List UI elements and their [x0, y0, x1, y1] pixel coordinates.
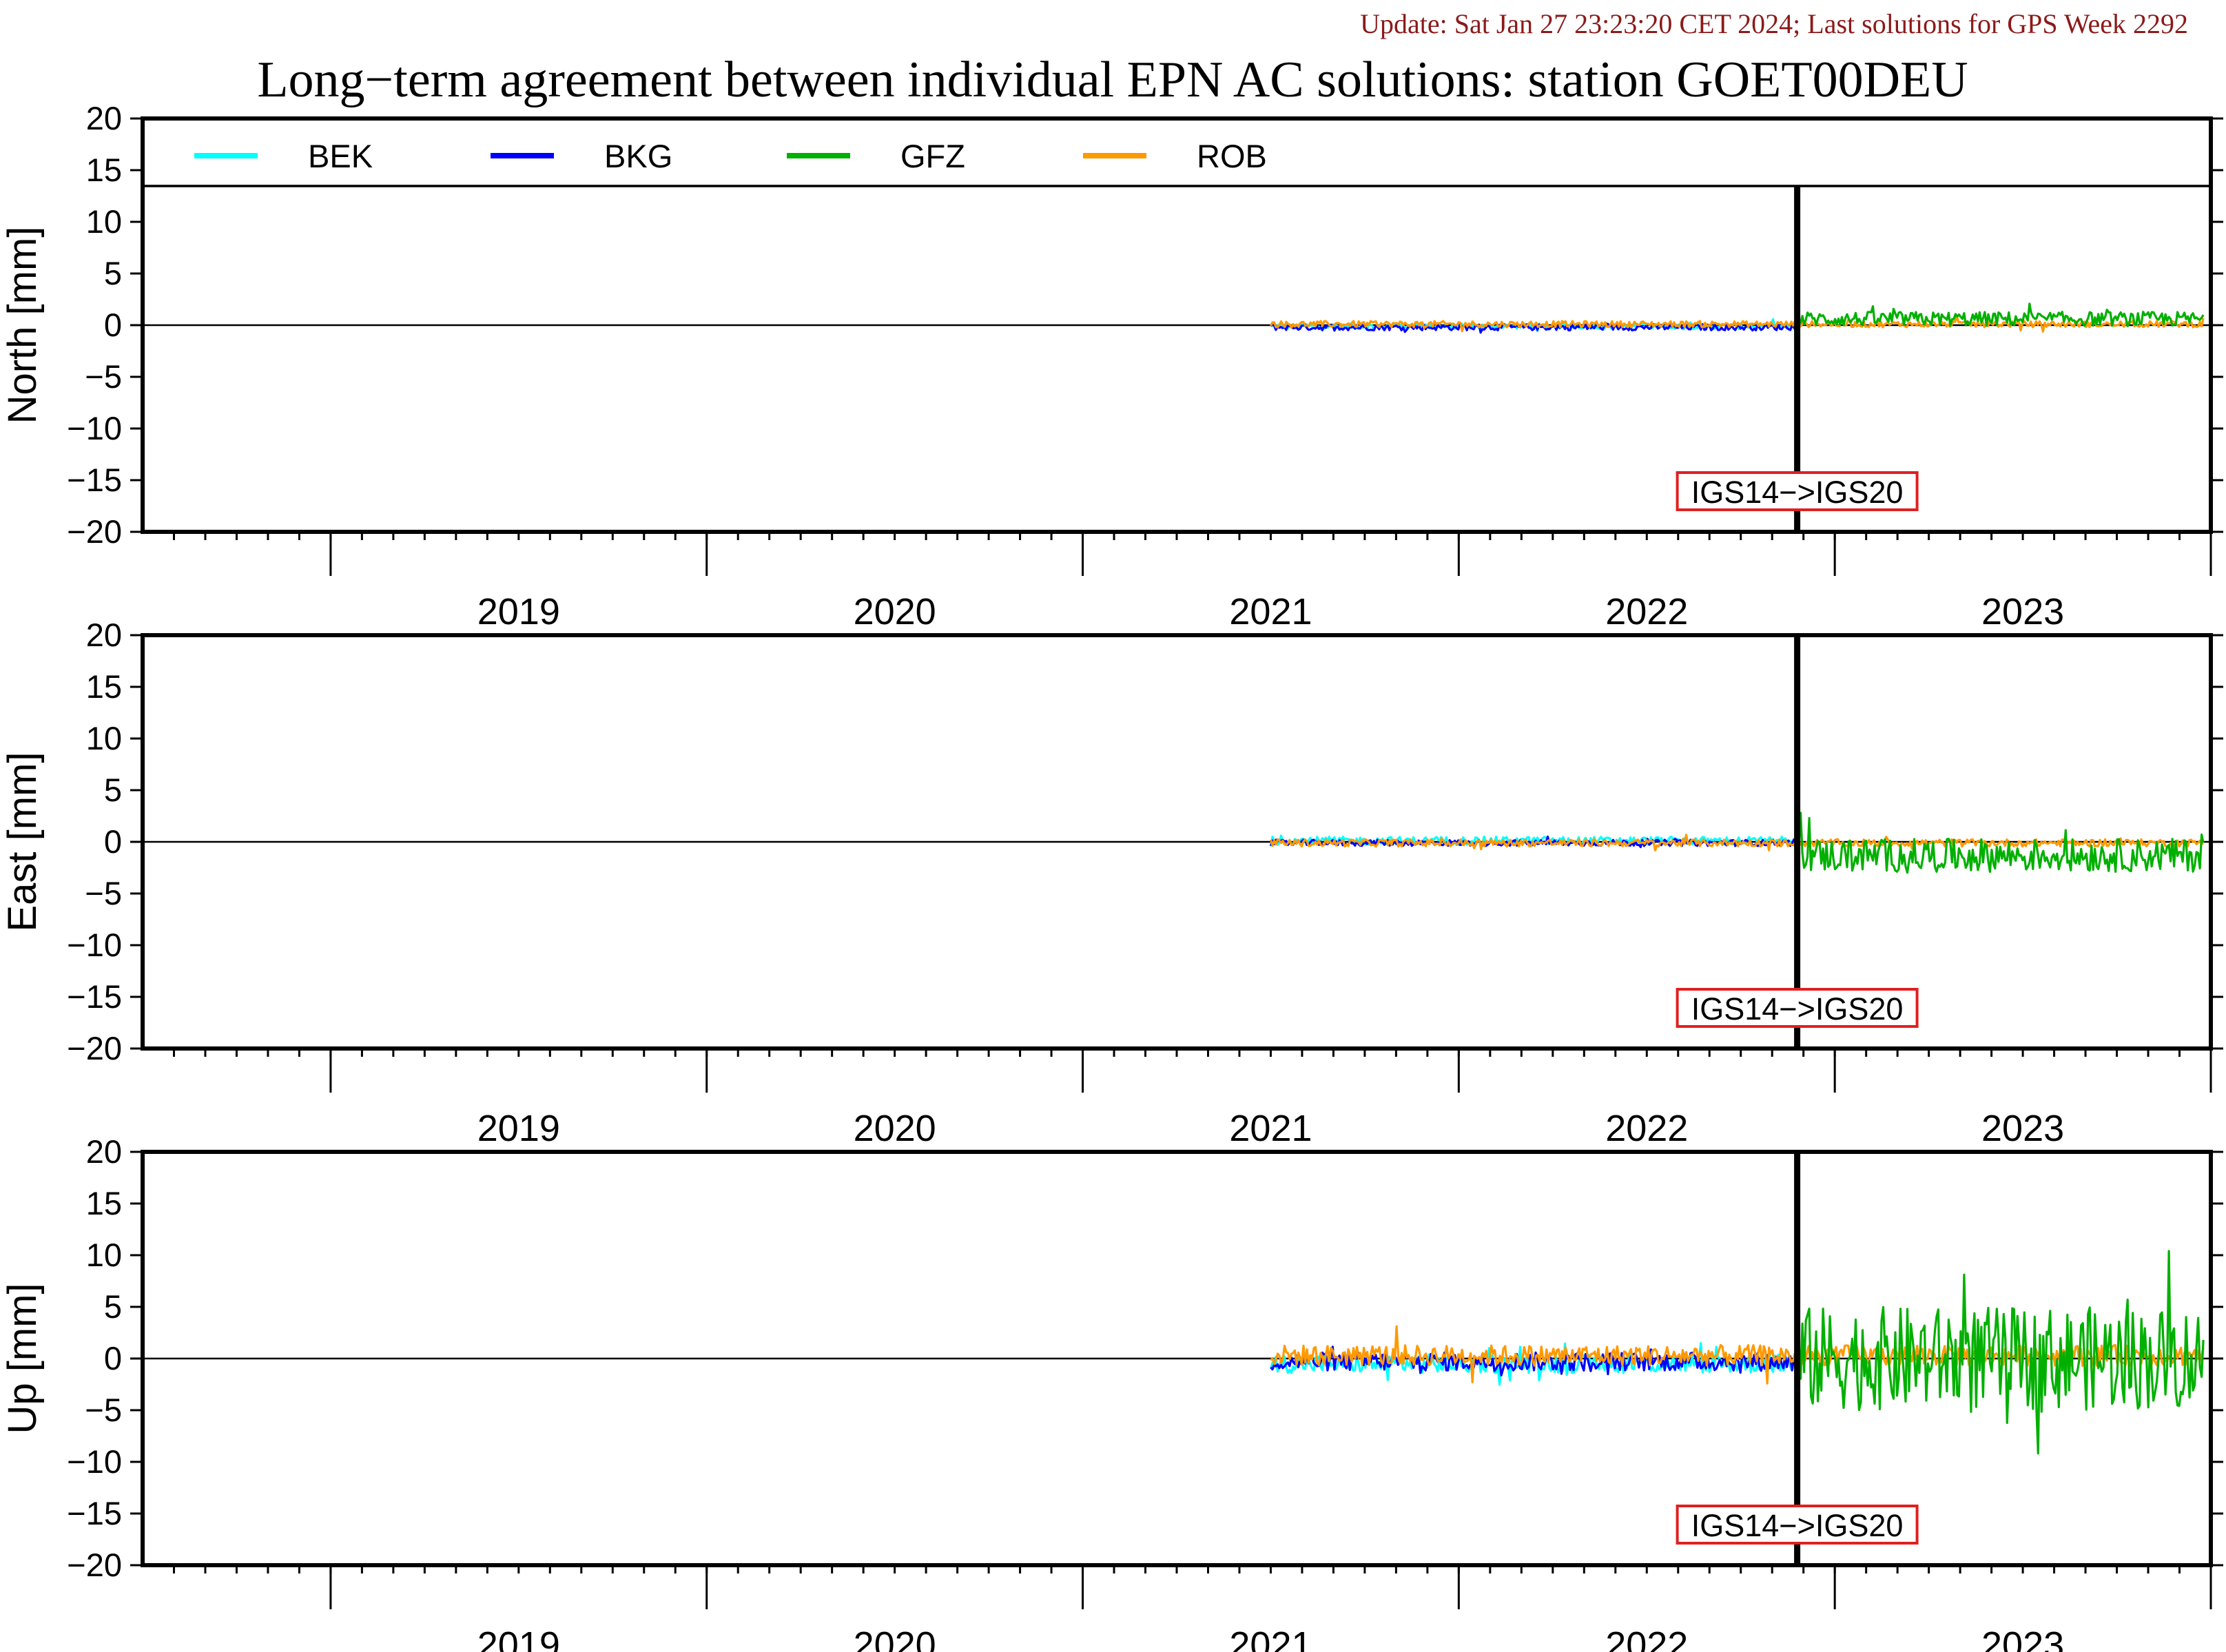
- series-line-gfz: [1796, 302, 2205, 327]
- x-year-label: 2022: [1605, 1108, 1688, 1149]
- y-tick-label: 20: [86, 1133, 122, 1170]
- y-tick-label: 20: [86, 617, 122, 653]
- y-tick-label: −5: [85, 1392, 122, 1428]
- x-year-label: 2020: [854, 1624, 936, 1652]
- y-tick-label: −10: [67, 1443, 122, 1480]
- x-year-label: 2023: [1981, 591, 2064, 632]
- legend-label-gfz: GFZ: [900, 138, 965, 174]
- y-tick-label: −20: [67, 513, 122, 550]
- y-tick-label: 5: [104, 1288, 122, 1325]
- y-tick-label: 10: [86, 203, 122, 240]
- panel-2: 20 15 10 5 0 −5 −10 −15 −20 East [mm] IGS14−>IGS20…: [0, 617, 2223, 1149]
- series-line-rob: [1270, 1325, 2205, 1385]
- x-year-label: 2019: [477, 1624, 560, 1652]
- series-line-rob: [1269, 834, 2204, 851]
- x-year-label: 2020: [854, 591, 936, 632]
- y-tick-label: 0: [104, 823, 122, 860]
- y-tick-label: −15: [67, 978, 122, 1015]
- x-year-label: 2019: [477, 1108, 560, 1149]
- x-year-label: 2022: [1605, 1624, 1688, 1652]
- x-year-label: 2023: [1981, 1108, 2064, 1149]
- legend-label-bek: BEK: [308, 138, 373, 174]
- x-year-label: 2022: [1605, 591, 1688, 632]
- y-tick-label: −20: [67, 1547, 122, 1583]
- y-tick-label: 10: [86, 720, 122, 756]
- x-year-label: 2021: [1229, 1108, 1312, 1149]
- frame-change-box: [1676, 1505, 1919, 1545]
- update-timestamp: Update: Sat Jan 27 23:23:20 CET 2024; La…: [1360, 8, 2188, 39]
- y-tick-label: −15: [67, 1495, 122, 1531]
- chart-title: Long−term agreement between individual E…: [257, 52, 1968, 108]
- series-line-rob: [1270, 315, 2205, 333]
- frame-change-box: [1676, 471, 1919, 511]
- y-tick-label: −15: [67, 462, 122, 498]
- series-line-gfz: [1796, 1250, 2205, 1455]
- legend-label-rob: ROB: [1197, 138, 1267, 174]
- y-axis-label: North [mm]: [0, 227, 45, 424]
- y-axis-label: East [mm]: [0, 752, 45, 931]
- y-tick-label: 15: [86, 668, 122, 705]
- y-tick-label: 0: [104, 1340, 122, 1376]
- y-tick-label: −20: [67, 1030, 122, 1066]
- x-year-label: 2023: [1981, 1624, 2064, 1652]
- y-tick-label: 5: [104, 772, 122, 808]
- x-year-label: 2021: [1229, 1624, 1312, 1652]
- frame-change-label: IGS14−>IGS20: [1691, 475, 1904, 510]
- x-year-label: 2020: [854, 1108, 936, 1149]
- y-tick-label: −5: [85, 358, 122, 395]
- legend-background: [143, 118, 2211, 186]
- y-tick-label: 0: [104, 307, 122, 343]
- x-year-label: 2019: [477, 591, 560, 632]
- y-tick-label: −10: [67, 927, 122, 963]
- frame-change-label: IGS14−>IGS20: [1691, 1508, 1904, 1543]
- y-tick-label: 10: [86, 1237, 122, 1273]
- y-tick-label: 15: [86, 1185, 122, 1221]
- x-year-label: 2021: [1229, 591, 1312, 632]
- legend-label-bkg: BKG: [604, 138, 672, 174]
- frame-change-label: IGS14−>IGS20: [1691, 991, 1904, 1026]
- panel-1: 20 15 10 5 0 −5 −10 −15 −20 North [mm] IGS14−>IGS2…: [0, 100, 2223, 632]
- panel-3: 20 15 10 5 0 −5 −10 −15 −20 Up [mm] IGS14−>IGS20 20…: [0, 1133, 2223, 1652]
- panels-group: 20 15 10 5 0 −5 −10 −15 −20 North [mm] IGS14−>IGS2…: [0, 100, 2223, 1652]
- y-tick-label: 15: [86, 152, 122, 188]
- y-tick-label: −10: [67, 410, 122, 446]
- frame-change-box: [1676, 988, 1919, 1028]
- y-tick-label: −5: [85, 875, 122, 911]
- y-axis-label: Up [mm]: [0, 1283, 45, 1434]
- y-tick-label: 5: [104, 255, 122, 291]
- series-line-gfz: [1796, 812, 2205, 874]
- y-tick-label: 20: [86, 100, 122, 136]
